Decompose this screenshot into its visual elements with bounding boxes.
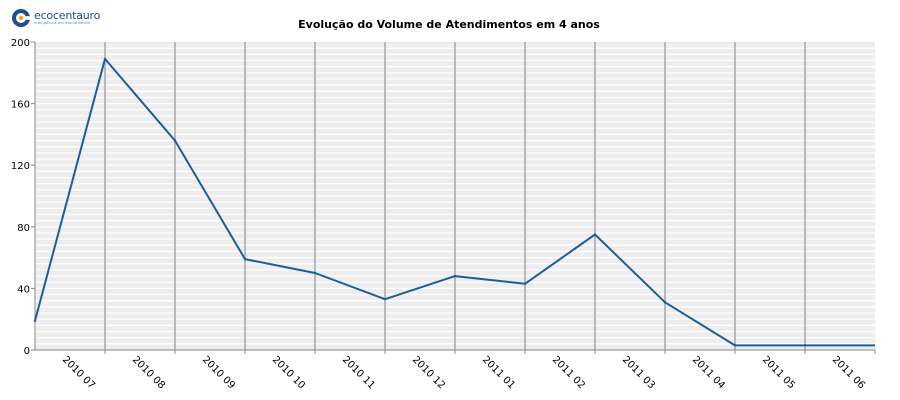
y-tick-label: 40: [17, 284, 30, 295]
x-tick-label: 2010 08: [130, 354, 167, 391]
x-tick-label: 2011 01: [480, 354, 517, 391]
data-point: [453, 274, 457, 278]
y-tick-label: 200: [11, 38, 30, 49]
data-point: [733, 344, 737, 347]
x-tick-label: 2011 03: [620, 354, 657, 391]
series-layer: [33, 57, 875, 347]
x-tick-label: 2011 05: [760, 354, 797, 391]
data-point: [243, 257, 247, 261]
x-tick-label: 2011 06: [830, 354, 867, 391]
x-tick-label: 2011 02: [550, 354, 587, 391]
x-tick-label: 2010 12: [410, 354, 447, 391]
x-axis-ticks: 2010 07 2010 08 2010 09 2010 10 2010 11 2010 …: [60, 350, 876, 391]
data-point: [103, 57, 107, 61]
brand-tagline: inteligência em atendimento: [34, 21, 90, 26]
data-point: [523, 282, 527, 285]
x-tick-label: 2010 10: [270, 354, 307, 391]
chart-title: Evolução do Volume de Atendimentos em 4 …: [298, 18, 600, 31]
data-point: [663, 301, 667, 304]
data-point: [593, 233, 597, 236]
brand-name: ecocentauro: [34, 9, 101, 23]
data-point: [173, 139, 177, 142]
brand-logo: ecocentauro inteligência em atendimento: [11, 6, 100, 30]
vertical-gridlines: [104, 42, 806, 350]
ecocentauro-logo-icon: [12, 9, 30, 27]
y-tick-label: 160: [11, 100, 30, 111]
data-point: [33, 319, 37, 322]
data-point: [803, 344, 807, 347]
y-axis-ticks: 0 40 80 120 160 200: [11, 38, 35, 357]
y-tick-label: 0: [24, 346, 30, 357]
y-tick-label: 120: [11, 161, 30, 172]
x-tick-label: 2011 04: [690, 354, 727, 391]
x-tick-label: 2010 07: [60, 354, 97, 391]
data-point: [383, 297, 387, 301]
x-tick-label: 2010 11: [340, 354, 377, 391]
x-tick-label: 2010 09: [200, 354, 237, 391]
data-point: [313, 271, 317, 275]
y-tick-label: 80: [17, 223, 30, 234]
